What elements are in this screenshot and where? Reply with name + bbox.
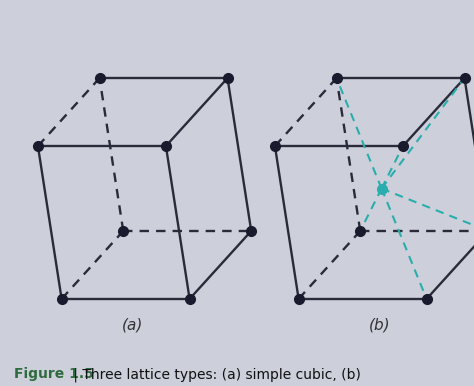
Text: (b): (b) bbox=[368, 318, 390, 333]
Text: Figure 1.5: Figure 1.5 bbox=[14, 367, 94, 381]
Text: | Three lattice types: (a) simple cubic, (b): | Three lattice types: (a) simple cubic,… bbox=[69, 367, 361, 382]
Text: (a): (a) bbox=[122, 318, 144, 333]
